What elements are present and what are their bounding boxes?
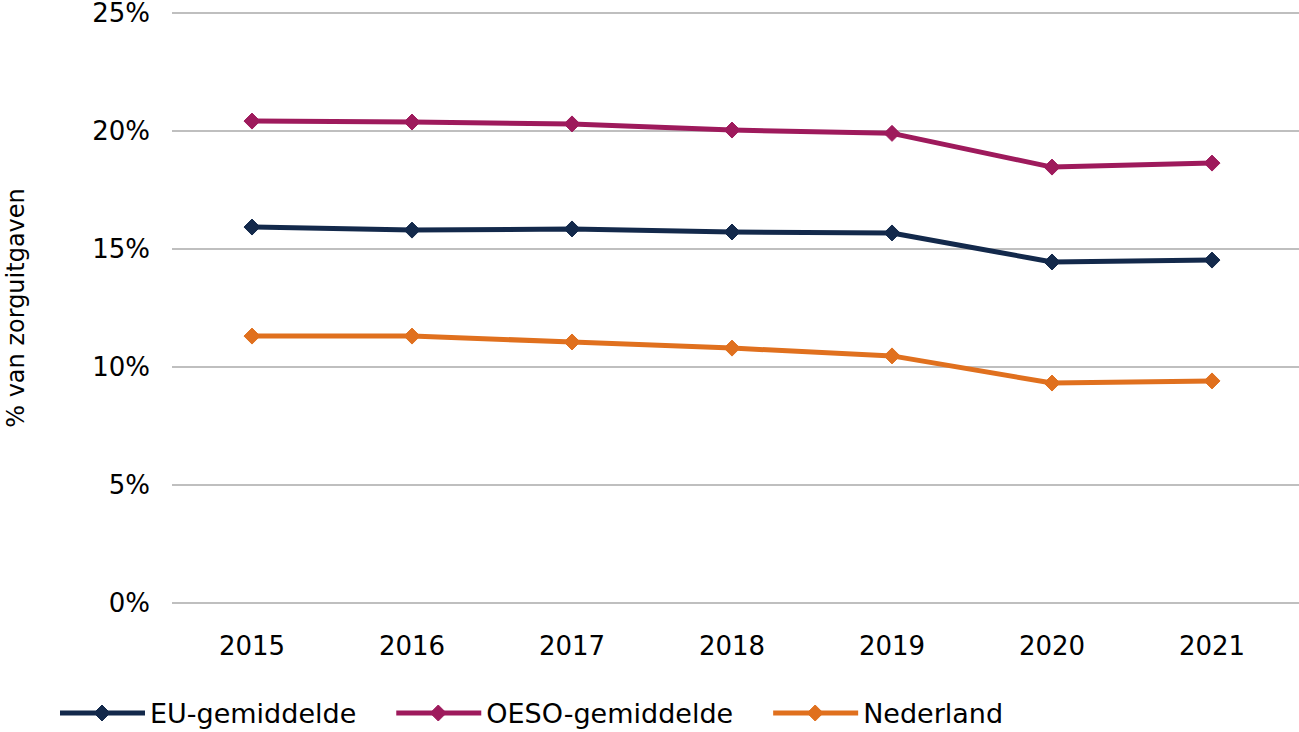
series-line [252, 121, 1212, 167]
series-marker [884, 348, 900, 364]
legend-marker [807, 705, 823, 721]
y-tick-label: 25% [92, 0, 150, 28]
series-marker [564, 221, 580, 237]
series-marker [724, 340, 740, 356]
legend-label: OESO-gemiddelde [486, 698, 733, 729]
series-marker [404, 114, 420, 130]
y-tick-label: 10% [92, 352, 150, 382]
legend-label: EU-gemiddelde [150, 698, 356, 729]
x-tick-label: 2021 [1179, 631, 1245, 661]
legend-marker [430, 705, 446, 721]
series-marker [564, 116, 580, 132]
grid-line [172, 12, 1299, 14]
series-marker [404, 222, 420, 238]
series-marker [1044, 375, 1060, 391]
x-tick-label: 2017 [539, 631, 605, 661]
y-tick-label: 15% [92, 234, 150, 264]
series-marker [724, 224, 740, 240]
series-line [252, 336, 1212, 383]
x-tick-label: 2020 [1019, 631, 1085, 661]
series-marker [884, 225, 900, 241]
series-marker [1044, 254, 1060, 270]
chart: 0% 5% 10% 15% 20% 25% % van zorguitgaven 2015 20… [0, 0, 1299, 732]
y-tick-label: 20% [92, 116, 150, 146]
series-marker [564, 334, 580, 350]
plot-area [244, 113, 1220, 391]
series-marker [724, 122, 740, 138]
x-tick-label: 2015 [219, 631, 285, 661]
series-marker [1204, 373, 1220, 389]
legend: EU-gemiddelde OESO-gemiddelde Nederland [60, 698, 1003, 729]
grid-line [172, 366, 1299, 368]
grid-line [172, 248, 1299, 250]
grid-line [172, 484, 1299, 486]
series-marker [1204, 155, 1220, 171]
x-tick-label: 2019 [859, 631, 925, 661]
series-marker [244, 328, 260, 344]
series-marker [1204, 252, 1220, 268]
series-marker [244, 113, 260, 129]
series-marker [244, 219, 260, 235]
x-tick-label: 2018 [699, 631, 765, 661]
y-tick-label: 0% [109, 588, 150, 618]
series-marker [404, 328, 420, 344]
grid-line [172, 602, 1299, 604]
legend-marker [94, 705, 110, 721]
legend-label: Nederland [863, 698, 1003, 729]
series-marker [1044, 159, 1060, 175]
y-tick-label: 5% [109, 470, 150, 500]
series-marker [884, 125, 900, 141]
y-axis-label: % van zorguitgaven [2, 188, 30, 428]
x-tick-label: 2016 [379, 631, 445, 661]
